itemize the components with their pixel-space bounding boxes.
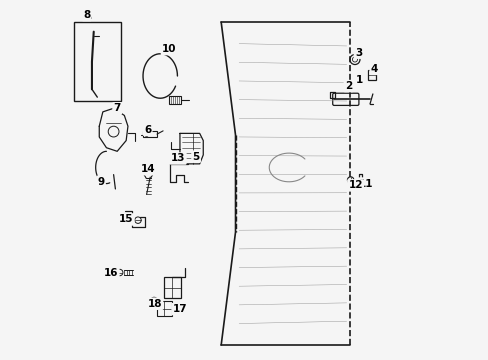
Text: 14: 14 bbox=[140, 164, 155, 174]
Text: 11: 11 bbox=[359, 179, 373, 189]
Bar bbox=[169, 96, 180, 104]
Text: 13: 13 bbox=[171, 153, 185, 163]
Bar bbox=[163, 277, 181, 298]
Text: 3: 3 bbox=[354, 48, 362, 58]
Text: 4: 4 bbox=[370, 64, 377, 74]
Text: 10: 10 bbox=[162, 44, 176, 54]
Text: 5: 5 bbox=[192, 152, 199, 162]
Text: 8: 8 bbox=[83, 10, 90, 20]
Text: 9: 9 bbox=[97, 177, 104, 187]
Text: 6: 6 bbox=[144, 125, 151, 135]
Bar bbox=[367, 69, 375, 80]
Bar bbox=[74, 22, 121, 101]
Text: 2: 2 bbox=[344, 81, 351, 91]
Text: 18: 18 bbox=[147, 299, 162, 309]
Text: 16: 16 bbox=[103, 268, 118, 278]
Text: 15: 15 bbox=[119, 215, 133, 224]
Text: 12: 12 bbox=[348, 180, 362, 190]
Bar bbox=[143, 131, 157, 137]
Text: 17: 17 bbox=[172, 304, 187, 314]
Text: 7: 7 bbox=[113, 103, 121, 113]
Text: 1: 1 bbox=[355, 75, 362, 85]
Bar bbox=[156, 301, 171, 316]
